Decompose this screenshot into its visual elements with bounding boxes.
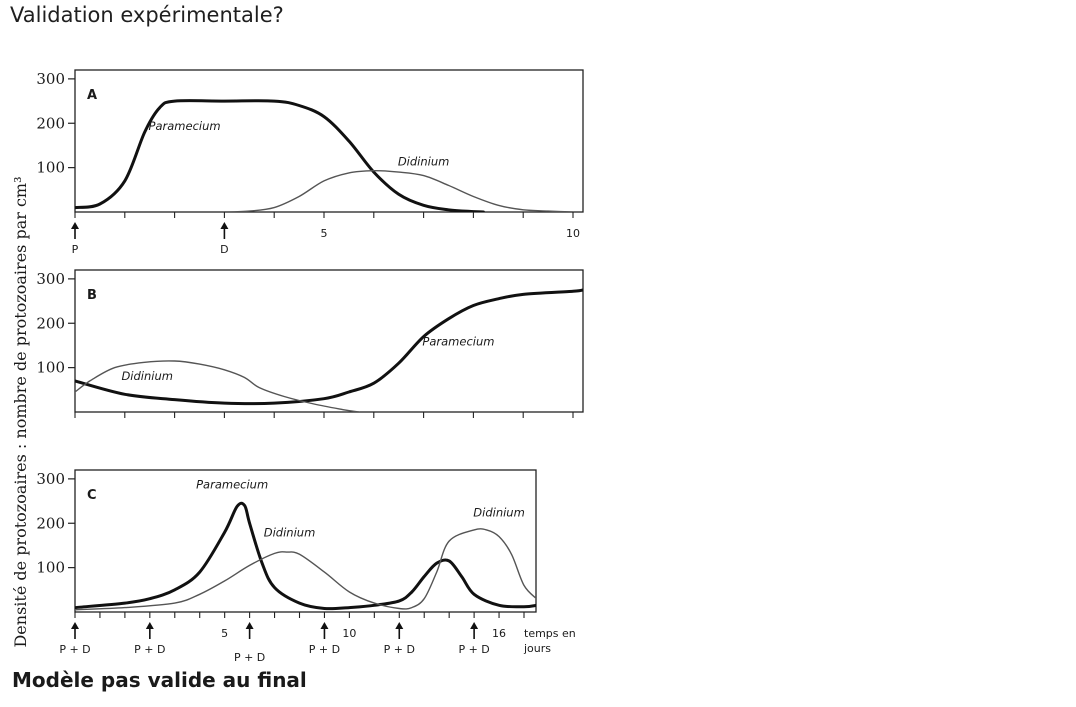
panel-letter: C	[87, 488, 97, 503]
y-tick-label: 300	[36, 470, 65, 488]
panel-c: C 100 200 300 5 10 16 temps en jours Paramecium Di…	[36, 469, 576, 664]
marker-arrowhead	[320, 622, 329, 629]
series-label-didinium: Didinium	[398, 154, 450, 168]
series-line-paramecium	[75, 501, 536, 611]
marker-label: D	[220, 243, 228, 256]
x-axis-unit-label: temps en	[524, 627, 576, 640]
y-tick-label: 300	[36, 270, 65, 288]
series-label-didinium: Didinium	[121, 369, 173, 383]
y-tick-label: 200	[36, 514, 65, 532]
marker-label: P + D	[458, 643, 489, 656]
panel-letter: B	[87, 288, 97, 303]
panel-frame	[74, 69, 584, 213]
series-line-didinium	[223, 169, 574, 212]
series-label-paramecium: Paramecium	[196, 478, 268, 492]
marker-arrowhead	[71, 622, 79, 629]
marker-label: P + D	[384, 643, 415, 656]
x-tick-label: 5	[221, 627, 228, 640]
series-label-paramecium: Paramecium	[422, 334, 494, 348]
marker-arrowhead	[71, 222, 79, 229]
marker-arrowhead	[245, 622, 254, 629]
y-tick-label: 200	[36, 114, 65, 132]
panel-frame	[74, 269, 584, 413]
x-tick-label: 10	[342, 627, 356, 640]
x-tick-label: 5	[321, 227, 328, 240]
series-label-paramecium: Paramecium	[149, 119, 221, 133]
y-tick-label: 300	[36, 70, 65, 88]
marker-label: P + D	[59, 643, 90, 656]
series-label-didinium: Didinium	[473, 506, 525, 520]
marker-arrowhead	[395, 622, 404, 629]
x-tick-label: 10	[566, 227, 580, 240]
series-line-paramecium	[75, 288, 583, 406]
marker-label: P	[72, 243, 79, 256]
marker-label: P + D	[234, 651, 265, 664]
y-tick-label: 100	[36, 559, 65, 577]
y-tick-label: 100	[36, 359, 65, 377]
series-label-didinium: Didinium	[264, 526, 316, 540]
x-tick-label: 16	[492, 627, 506, 640]
x-axis-unit-label: jours	[523, 642, 551, 655]
series-line-didinium	[75, 528, 536, 611]
y-tick-label: 200	[36, 314, 65, 332]
series-line-didinium	[75, 360, 360, 412]
series-line-paramecium	[75, 99, 485, 212]
y-axis-label: Densité de protozoaires : nombre de prot…	[11, 176, 30, 647]
marker-arrowhead	[145, 622, 154, 629]
marker-label: P + D	[134, 643, 165, 656]
marker-label: P + D	[309, 643, 340, 656]
panel-letter: A	[87, 88, 97, 103]
slide-title: Validation expérimentale?	[10, 3, 284, 27]
y-tick-label: 100	[36, 159, 65, 177]
panel-a: A 100 200 300 5 10 Paramecium Didinium P D	[36, 69, 584, 256]
slide-note: Modèle pas valide au final	[12, 668, 307, 692]
marker-arrowhead	[470, 622, 479, 629]
marker-arrowhead	[220, 222, 229, 229]
panel-b: B 100 200 300 Paramecium Didinium	[36, 269, 584, 418]
panel-frame	[74, 469, 537, 613]
